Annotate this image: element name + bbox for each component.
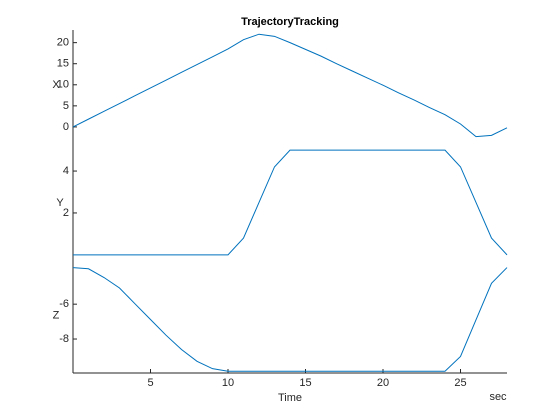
x-tick-label: 20 <box>377 377 389 389</box>
y-tick-label: 20 <box>57 37 69 49</box>
x-axis-label: Time <box>278 392 302 404</box>
y-tick-label: 5 <box>63 100 69 112</box>
y-tick-label: -8 <box>59 333 69 345</box>
y-tick-label: -6 <box>59 298 69 310</box>
y-tick-label: 10 <box>57 79 69 91</box>
data-line <box>72 33 508 138</box>
y-axis-label: Y <box>56 197 64 209</box>
x-axis-unit: sec <box>489 391 507 403</box>
x-tick-label: 15 <box>299 377 311 389</box>
x-tick-label: 5 <box>147 377 153 389</box>
data-line <box>73 149 508 256</box>
data-line <box>72 267 508 372</box>
chart-title: TrajectoryTracking <box>241 16 339 28</box>
x-tick-label: 10 <box>222 377 234 389</box>
y-tick-label: 4 <box>63 165 69 177</box>
y-axis-label: X <box>52 79 60 91</box>
y-tick-label: 15 <box>57 58 69 70</box>
x-tick-label: 25 <box>454 377 466 389</box>
y-axis-label: Z <box>53 309 60 321</box>
y-tick-label: 0 <box>63 121 69 133</box>
y-tick-label: 2 <box>63 207 69 219</box>
